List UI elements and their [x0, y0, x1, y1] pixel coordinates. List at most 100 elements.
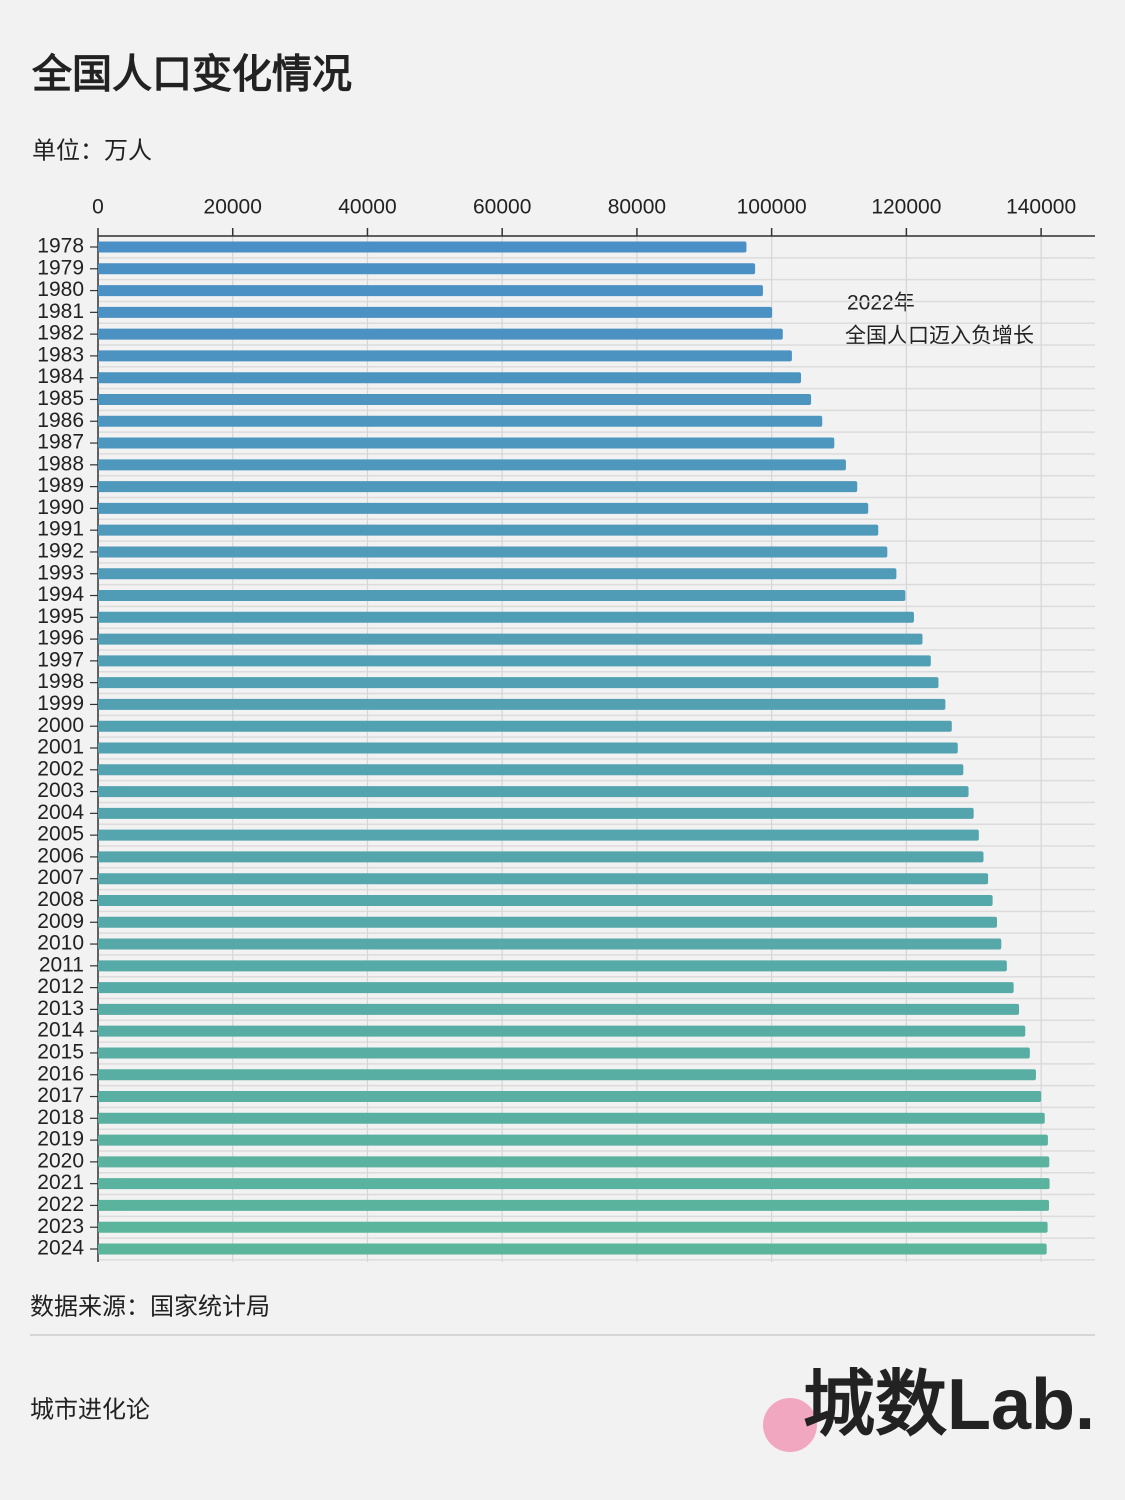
- x-tick-label: 20000: [204, 196, 262, 219]
- y-tick-label: 2004: [37, 801, 84, 824]
- bar: [98, 742, 958, 754]
- y-tick-label: 2006: [37, 844, 84, 867]
- y-tick-label: 2000: [37, 714, 84, 737]
- x-tick-label: 40000: [338, 196, 396, 219]
- annotation: 2022年: [847, 292, 915, 315]
- y-tick-label: 2017: [37, 1084, 84, 1107]
- bar: [98, 437, 835, 449]
- logo-dot: [763, 1398, 817, 1452]
- y-tick-label: 1987: [37, 431, 84, 454]
- y-tick-label: 2003: [37, 779, 84, 802]
- y-tick-label: 1991: [37, 518, 84, 541]
- bar: [98, 372, 801, 384]
- y-tick-label: 1998: [37, 670, 84, 693]
- unit-label: 单位：万人: [32, 137, 152, 164]
- bar: [98, 568, 897, 580]
- y-tick-label: 2018: [37, 1106, 84, 1129]
- bar: [98, 306, 773, 318]
- y-tick-label: 2009: [37, 910, 84, 933]
- bar: [98, 1156, 1050, 1168]
- bar: [98, 916, 997, 928]
- bar: [98, 1069, 1036, 1081]
- y-tick-label: 2024: [37, 1237, 84, 1260]
- y-tick-label: 1979: [37, 256, 84, 279]
- bar: [98, 502, 869, 514]
- bar: [98, 1199, 1050, 1211]
- bar: [98, 350, 792, 362]
- logo: 城数Lab.: [803, 1365, 1095, 1445]
- bar: [98, 1047, 1030, 1059]
- y-tick-label: 2019: [37, 1128, 84, 1151]
- bar: [98, 1025, 1026, 1037]
- bar: [98, 764, 964, 776]
- bar: [98, 633, 923, 645]
- bar: [98, 590, 906, 602]
- y-tick-label: 2021: [37, 1171, 84, 1194]
- bar: [98, 807, 974, 819]
- bar: [98, 524, 879, 536]
- bar: [98, 851, 984, 863]
- y-tick-label: 1997: [37, 648, 84, 671]
- plot: 0 20000 40000 60000 80000 100000 120000 140000 1…: [37, 196, 1095, 1262]
- y-tick-label: 2005: [37, 823, 84, 846]
- bar: [98, 1178, 1050, 1190]
- y-tick-label: 1984: [37, 365, 84, 388]
- y-tick-label: 1978: [37, 235, 84, 258]
- bar: [98, 873, 989, 885]
- bar: [98, 611, 914, 623]
- y-tick-label: 1983: [37, 343, 84, 366]
- y-tick-label: 2010: [37, 932, 84, 955]
- bar: [98, 894, 993, 906]
- y-tick-label: 2001: [37, 736, 84, 759]
- bar: [98, 263, 756, 275]
- x-tick-label: 0: [92, 196, 104, 219]
- y-tick-label: 2022: [37, 1193, 84, 1216]
- y-tick-label: 1990: [37, 496, 84, 519]
- y-tick-label: 1986: [37, 409, 84, 432]
- bar: [98, 328, 783, 340]
- bar: [98, 938, 1002, 950]
- y-tick-label: 2012: [37, 975, 84, 998]
- bar: [98, 285, 763, 297]
- y-tick-label: 1992: [37, 540, 84, 563]
- x-tick-label: 140000: [1006, 196, 1076, 219]
- y-tick-label: 2020: [37, 1149, 84, 1172]
- y-tick-label: 2007: [37, 866, 84, 889]
- y-tick-label: 1995: [37, 605, 84, 628]
- bar: [98, 1091, 1042, 1103]
- bar: [98, 677, 939, 689]
- bar: [98, 393, 812, 405]
- x-tick-label: 120000: [871, 196, 941, 219]
- y-tick-label: 1982: [37, 322, 84, 345]
- y-tick-label: 2013: [37, 997, 84, 1020]
- y-tick-label: 1996: [37, 627, 84, 650]
- bar: [98, 786, 969, 798]
- bar: [98, 960, 1007, 972]
- bar: [98, 1003, 1020, 1015]
- bar: [98, 1134, 1048, 1146]
- bar: [98, 415, 823, 427]
- y-tick-label: 2015: [37, 1041, 84, 1064]
- x-tick-label: 100000: [737, 196, 807, 219]
- bar: [98, 829, 979, 841]
- chart-title: 全国人口变化情况: [31, 52, 352, 97]
- bar: [98, 982, 1014, 994]
- y-tick-label: 1988: [37, 452, 84, 475]
- y-tick-label: 1981: [37, 300, 84, 323]
- y-tick-label: 1994: [37, 583, 84, 606]
- bar: [98, 546, 888, 558]
- bar: [98, 1221, 1048, 1233]
- bar: [98, 241, 747, 253]
- bar: [98, 720, 952, 732]
- y-tick-label: 2014: [37, 1019, 84, 1042]
- x-tick-label: 80000: [608, 196, 666, 219]
- y-tick-label: 2002: [37, 757, 84, 780]
- bar: [98, 481, 858, 493]
- x-tick-label: 60000: [473, 196, 531, 219]
- y-tick-label: 1989: [37, 474, 84, 497]
- y-tick-label: 2011: [39, 953, 84, 976]
- footer: 城市进化论: [30, 1396, 150, 1423]
- y-tick-label: 2016: [37, 1062, 84, 1085]
- y-tick-label: 1985: [37, 387, 84, 410]
